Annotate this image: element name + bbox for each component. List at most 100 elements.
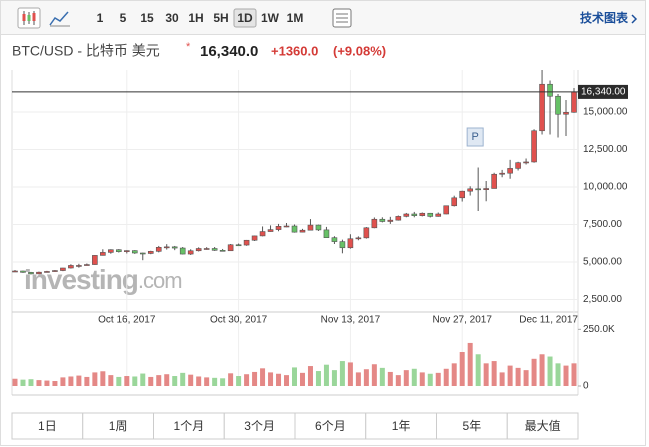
interval[interactable]: 1W	[261, 11, 280, 25]
volume-bar	[60, 377, 66, 386]
volume-bar	[220, 378, 226, 386]
volume-bar	[339, 361, 345, 386]
candle-body	[355, 237, 362, 240]
tech-chart-link[interactable]: 技术图表	[580, 10, 629, 25]
candle-body	[539, 83, 545, 132]
volume-bar	[459, 352, 465, 386]
candle-body	[195, 248, 202, 252]
volume-bar	[515, 367, 521, 386]
volume-bar	[140, 373, 146, 386]
range-button[interactable]	[294, 412, 367, 440]
candle-body	[76, 265, 82, 267]
candle-body	[387, 219, 394, 222]
candle-body	[20, 270, 26, 273]
candle-body	[307, 224, 314, 231]
volume-bar	[188, 374, 194, 386]
range-button[interactable]	[82, 412, 154, 440]
candle-body	[124, 250, 130, 252]
volume-bar	[236, 376, 242, 386]
candle-body	[475, 188, 481, 191]
candle-body	[435, 213, 442, 217]
x-tick-label: Nov 27, 2017	[432, 315, 492, 326]
candle-body	[523, 161, 529, 164]
range-button[interactable]	[365, 412, 437, 440]
candle-body	[339, 241, 346, 249]
candle-body	[243, 239, 250, 246]
range-button-label: 5年	[463, 419, 482, 433]
candle-body	[179, 247, 186, 255]
volume-bar	[172, 376, 178, 386]
candle-body	[283, 225, 290, 228]
candle-body	[547, 83, 553, 97]
volume-bar	[228, 373, 234, 386]
candle-body	[28, 272, 34, 275]
candle-body	[427, 212, 434, 217]
candle-body	[403, 213, 410, 217]
candle-body	[131, 250, 138, 254]
candle-body	[347, 238, 354, 249]
volume-bar	[467, 342, 473, 386]
y-tick-label: 15,000.00	[583, 107, 628, 118]
range-button[interactable]	[436, 412, 508, 440]
toolbar	[0, 0, 646, 35]
interval[interactable]: 30	[165, 11, 179, 25]
volume-bar	[20, 379, 26, 386]
volume-bar	[435, 372, 441, 386]
candle-body	[299, 229, 306, 233]
price: 16,340.0	[200, 43, 258, 60]
volume-bar	[52, 381, 58, 386]
candle-body	[147, 251, 154, 254]
volume-bar	[180, 372, 186, 386]
candle-body	[323, 229, 330, 238]
range-button[interactable]	[223, 412, 296, 440]
candle-body	[44, 271, 50, 273]
candle-body	[36, 271, 42, 275]
x-tick-label: Dec 11, 2017	[519, 315, 578, 326]
last-price-box	[578, 84, 628, 99]
interval[interactable]: 1M	[287, 11, 304, 25]
calendar-lines	[336, 13, 348, 23]
volume-bar	[260, 368, 266, 386]
volume-bar	[555, 363, 561, 386]
candle-glyph-body	[32, 13, 36, 21]
range-button-label: 1日	[38, 419, 57, 433]
candle-body	[555, 95, 561, 115]
volume-bar	[156, 375, 162, 386]
interval[interactable]: 15	[140, 11, 154, 25]
candle-body	[203, 248, 210, 250]
volume-bar	[44, 380, 50, 386]
interval[interactable]: 5	[120, 11, 127, 25]
line-icon[interactable]	[49, 11, 69, 26]
candle-body	[116, 249, 122, 252]
candle-body	[275, 226, 282, 230]
range-button[interactable]	[506, 412, 579, 440]
marker-badge[interactable]	[466, 127, 484, 147]
watermark: investing.com	[24, 264, 182, 295]
candle-body	[507, 168, 513, 174]
candle-body	[571, 91, 577, 113]
candle-body	[259, 231, 266, 237]
volume-bar	[539, 354, 545, 386]
x-tick-label: Nov 13, 2017	[321, 315, 381, 326]
volume-bar	[132, 376, 138, 386]
candle-body	[379, 218, 386, 222]
volume-bar	[84, 376, 90, 386]
volume-bar	[331, 370, 337, 386]
volume-bar	[347, 362, 353, 386]
interval[interactable]: 1D	[237, 11, 253, 25]
volume-bar	[244, 374, 250, 386]
watermark-word: investing	[24, 264, 138, 295]
volume-bar	[299, 372, 305, 386]
range-button[interactable]	[11, 412, 84, 440]
y-tick-label: 7,500.00	[583, 219, 622, 230]
interval[interactable]: 5H	[213, 11, 228, 25]
candle-body	[251, 235, 258, 241]
interval[interactable]: 1H	[188, 11, 203, 25]
candle-body	[219, 250, 226, 252]
volume-bar	[363, 369, 369, 386]
y-tick-label: 2,500.00	[583, 294, 622, 305]
interval[interactable]: 1	[97, 11, 104, 25]
range-button-label: 1年	[392, 419, 411, 433]
volume-bar	[252, 371, 258, 386]
